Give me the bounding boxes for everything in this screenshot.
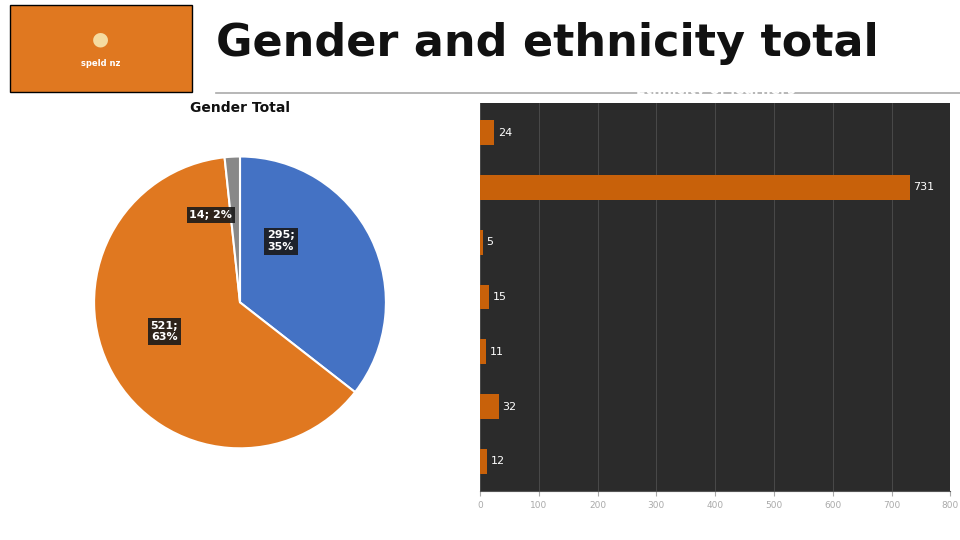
Bar [480, 175, 910, 200]
Bar [480, 285, 489, 309]
Wedge shape [94, 157, 355, 448]
Text: 12: 12 [491, 456, 505, 467]
Text: ●: ● [92, 29, 109, 49]
Text: 5: 5 [487, 237, 493, 247]
Text: Gender and ethnicity total: Gender and ethnicity total [216, 22, 878, 65]
Text: 295;
35%: 295; 35% [267, 231, 295, 252]
Title: Gender Total: Gender Total [190, 100, 290, 114]
Bar [480, 394, 499, 419]
Bar [480, 230, 483, 254]
Title: Ethnicity of learners: Ethnicity of learners [636, 83, 795, 97]
Bar [480, 449, 487, 474]
Text: 32: 32 [502, 402, 516, 411]
Text: 11: 11 [490, 347, 504, 357]
Text: speld nz: speld nz [81, 59, 121, 68]
Bar [480, 340, 487, 364]
Text: 521;
63%: 521; 63% [151, 321, 178, 342]
Text: 24: 24 [497, 127, 512, 138]
Text: 15: 15 [492, 292, 506, 302]
Text: 731: 731 [913, 183, 934, 192]
Legend: Female, Male, Unknown: Female, Male, Unknown [550, 272, 636, 333]
Wedge shape [225, 157, 240, 302]
Bar [480, 120, 494, 145]
FancyBboxPatch shape [10, 5, 192, 92]
Text: 14; 2%: 14; 2% [189, 210, 232, 220]
Wedge shape [240, 157, 386, 392]
